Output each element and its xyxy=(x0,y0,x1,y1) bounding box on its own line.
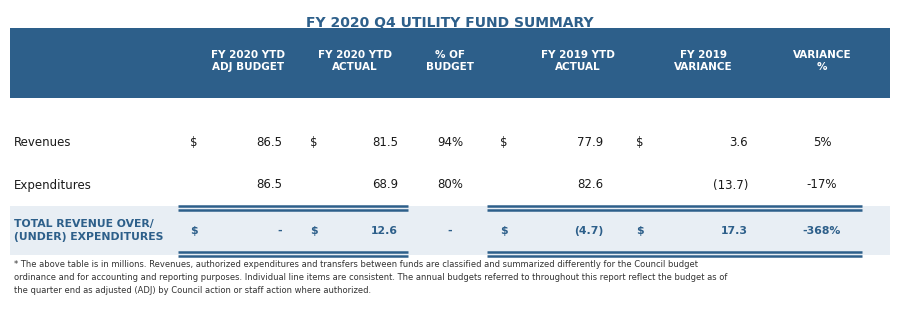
Bar xyxy=(10,206,890,255)
Text: FY 2020 YTD
ADJ BUDGET: FY 2020 YTD ADJ BUDGET xyxy=(211,50,285,72)
Text: -17%: -17% xyxy=(806,178,837,191)
Text: $: $ xyxy=(190,225,198,236)
Text: * The above table is in millions. Revenues, authorized expenditures and transfer: * The above table is in millions. Revenu… xyxy=(14,260,727,295)
Text: 3.6: 3.6 xyxy=(729,136,748,149)
Text: (4.7): (4.7) xyxy=(574,225,603,236)
Text: Expenditures: Expenditures xyxy=(14,178,92,191)
Text: -: - xyxy=(447,225,453,236)
Text: 12.6: 12.6 xyxy=(371,225,398,236)
Text: FY 2020 YTD
ACTUAL: FY 2020 YTD ACTUAL xyxy=(318,50,392,72)
Text: $: $ xyxy=(310,225,318,236)
Text: % OF
BUDGET: % OF BUDGET xyxy=(426,50,474,72)
Text: FY 2020 Q4 UTILITY FUND SUMMARY: FY 2020 Q4 UTILITY FUND SUMMARY xyxy=(306,16,594,30)
Text: $: $ xyxy=(636,225,644,236)
Text: 5%: 5% xyxy=(813,136,832,149)
Text: TOTAL REVENUE OVER/
(UNDER) EXPENDITURES: TOTAL REVENUE OVER/ (UNDER) EXPENDITURES xyxy=(14,219,164,242)
Text: $: $ xyxy=(636,136,644,149)
Text: 68.9: 68.9 xyxy=(372,178,398,191)
Text: 77.9: 77.9 xyxy=(577,136,603,149)
Text: FY 2019 YTD
ACTUAL: FY 2019 YTD ACTUAL xyxy=(541,50,615,72)
Bar xyxy=(10,28,890,98)
Text: $: $ xyxy=(500,136,508,149)
Text: 17.3: 17.3 xyxy=(721,225,748,236)
Text: $: $ xyxy=(310,136,318,149)
Text: (13.7): (13.7) xyxy=(713,178,748,191)
Text: $: $ xyxy=(190,136,197,149)
Text: -: - xyxy=(277,225,282,236)
Text: 80%: 80% xyxy=(437,178,463,191)
Text: 94%: 94% xyxy=(436,136,464,149)
Text: 81.5: 81.5 xyxy=(372,136,398,149)
Text: Revenues: Revenues xyxy=(14,136,71,149)
Text: -368%: -368% xyxy=(803,225,842,236)
Text: $: $ xyxy=(500,225,508,236)
Text: VARIANCE
%: VARIANCE % xyxy=(793,50,851,72)
Text: FY 2019
VARIANCE: FY 2019 VARIANCE xyxy=(674,50,733,72)
Text: 86.5: 86.5 xyxy=(256,136,282,149)
Text: 82.6: 82.6 xyxy=(577,178,603,191)
Text: 86.5: 86.5 xyxy=(256,178,282,191)
